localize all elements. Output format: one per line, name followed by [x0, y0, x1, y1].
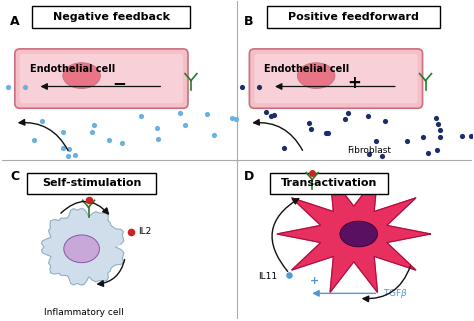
Point — [432, 115, 440, 120]
Point — [176, 111, 184, 116]
Point — [238, 84, 246, 89]
Point — [471, 120, 474, 125]
Point — [345, 111, 352, 116]
Point — [381, 118, 388, 124]
Point — [38, 118, 46, 123]
Text: Self-stimulation: Self-stimulation — [42, 178, 141, 188]
Point — [378, 154, 386, 159]
Point — [210, 133, 218, 138]
Point — [91, 123, 98, 128]
Point — [64, 153, 72, 159]
Point — [403, 139, 411, 144]
Point — [434, 121, 442, 126]
Ellipse shape — [340, 221, 377, 247]
Text: Transactivation: Transactivation — [281, 178, 377, 188]
Point — [21, 84, 28, 89]
Point — [71, 153, 79, 158]
FancyBboxPatch shape — [255, 54, 418, 103]
Ellipse shape — [297, 63, 335, 89]
Point — [262, 109, 269, 114]
Point — [153, 126, 161, 131]
Point — [270, 112, 278, 117]
Point — [228, 115, 236, 120]
Point — [59, 130, 67, 135]
Point — [106, 137, 113, 142]
Point — [424, 151, 432, 156]
Point — [324, 131, 331, 136]
Point — [232, 117, 240, 122]
Point — [458, 134, 465, 139]
Point — [182, 122, 189, 127]
Point — [30, 137, 38, 142]
FancyBboxPatch shape — [27, 173, 156, 195]
Point — [88, 129, 95, 134]
Point — [203, 112, 210, 117]
FancyBboxPatch shape — [20, 54, 183, 103]
FancyBboxPatch shape — [32, 6, 191, 28]
Point — [4, 84, 12, 89]
Point — [437, 134, 444, 139]
Text: A: A — [10, 15, 20, 28]
Text: Inflammatory cell: Inflammatory cell — [44, 308, 123, 317]
Point — [372, 138, 380, 143]
Text: C: C — [10, 169, 19, 183]
Text: IL11: IL11 — [258, 272, 277, 281]
Point — [128, 230, 135, 235]
Text: Negative feedback: Negative feedback — [53, 12, 170, 22]
Text: IL2: IL2 — [138, 228, 151, 237]
Text: Positive feedforward: Positive feedforward — [288, 12, 419, 22]
Point — [365, 152, 373, 157]
Point — [267, 113, 275, 118]
Ellipse shape — [63, 63, 100, 89]
Point — [436, 128, 444, 133]
Point — [305, 120, 313, 126]
Text: Endothelial cell: Endothelial cell — [264, 64, 349, 74]
Text: TGF$\beta$: TGF$\beta$ — [383, 287, 409, 300]
Point — [419, 134, 427, 140]
Point — [308, 126, 315, 131]
Polygon shape — [42, 209, 124, 285]
Point — [434, 148, 441, 153]
Point — [85, 198, 92, 203]
Point — [59, 145, 67, 150]
Point — [286, 272, 293, 277]
Text: D: D — [244, 169, 254, 183]
FancyBboxPatch shape — [15, 49, 188, 108]
FancyBboxPatch shape — [267, 6, 440, 28]
Point — [341, 117, 348, 122]
Ellipse shape — [64, 235, 100, 263]
Point — [65, 146, 73, 152]
Text: B: B — [244, 15, 254, 28]
Text: +: + — [310, 276, 319, 286]
Point — [118, 141, 125, 146]
Text: −: − — [112, 74, 126, 91]
Point — [154, 136, 161, 141]
Point — [280, 146, 288, 151]
Text: Fibroblast: Fibroblast — [346, 146, 391, 155]
Text: +: + — [347, 74, 361, 91]
Point — [309, 170, 316, 175]
FancyBboxPatch shape — [270, 173, 388, 195]
Point — [137, 113, 145, 118]
FancyBboxPatch shape — [249, 49, 422, 108]
Text: Endothelial cell: Endothelial cell — [30, 64, 115, 74]
Point — [468, 133, 474, 138]
Point — [323, 130, 330, 135]
Point — [365, 113, 372, 118]
Point — [255, 84, 263, 89]
Polygon shape — [277, 176, 430, 292]
